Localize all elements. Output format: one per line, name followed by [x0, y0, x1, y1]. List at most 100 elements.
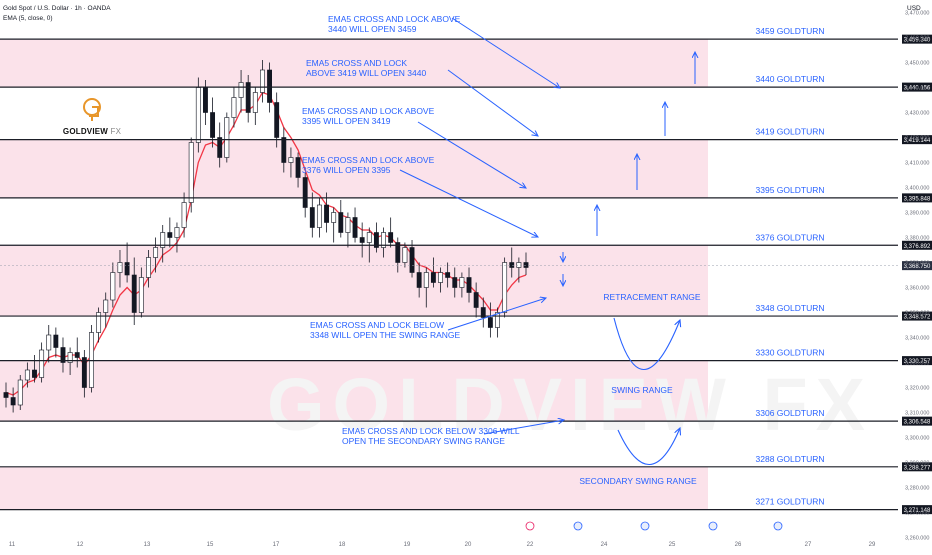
annotation-arrow: [399, 169, 538, 237]
level-label: 3376 GOLDTURN: [756, 232, 825, 242]
range-label: RETRACEMENT RANGE: [603, 292, 700, 302]
candle-body: [24, 369, 30, 381]
time-tick-label: 19: [404, 542, 411, 548]
time-tick-label: 15: [207, 542, 214, 548]
price-tick-label: 3,310.000: [905, 411, 929, 417]
annotation-text: EMA5 CROSS AND LOCK BELOW 3306 WILL: [342, 426, 520, 436]
price-tick-label: 3,350.000: [905, 311, 929, 317]
candle-body: [345, 217, 351, 233]
candles-layer: [3, 60, 529, 413]
level-label: 3419 GOLDTURN: [756, 127, 825, 137]
candle-body: [523, 262, 529, 268]
candle-body: [281, 137, 287, 163]
candle-body: [324, 204, 329, 223]
candle-body: [502, 262, 508, 313]
goldview-logo-icon: [83, 98, 101, 121]
candle-body: [153, 247, 159, 258]
candle-body: [231, 97, 237, 118]
range-zone: [0, 466, 708, 510]
candle-body: [245, 82, 251, 113]
level-label: 3288 GOLDTURN: [756, 454, 825, 464]
annotation-arrow: [451, 17, 560, 88]
candle-body: [381, 232, 386, 248]
candle-body: [224, 117, 230, 158]
current-price-tag: 3,368.750: [904, 264, 931, 270]
candle-body: [53, 334, 59, 348]
price-tick-label: 3,470.000: [905, 11, 929, 17]
time-tick-label: 11: [9, 542, 16, 548]
time-tick-label: 12: [77, 542, 84, 548]
candle-body: [509, 262, 515, 268]
candle-body: [495, 312, 500, 328]
level-label: 3271 GOLDTURN: [756, 497, 825, 507]
candle-body: [10, 397, 16, 406]
candle-body: [438, 272, 443, 283]
price-tick-label: 3,460.000: [905, 36, 929, 42]
time-tick-label: 24: [601, 542, 608, 548]
candle-body: [17, 379, 23, 406]
annotation-text: 3395 WILL OPEN 3419: [302, 116, 391, 126]
candle-body: [316, 204, 322, 228]
candle-body: [423, 272, 429, 288]
candle-body: [110, 272, 116, 301]
candle-body: [3, 392, 9, 398]
annotation-text: 3376 WILL OPEN 3395: [302, 165, 391, 175]
price-tick-label: 3,340.000: [905, 336, 929, 342]
annotation-text: ABOVE 3419 WILL OPEN 3440: [306, 68, 426, 78]
candle-body: [217, 137, 223, 158]
range-zone: [0, 245, 708, 317]
candle-body: [395, 242, 401, 263]
candle-body: [366, 232, 372, 243]
candle-body: [46, 334, 52, 351]
annotation-text: EMA5 CROSS AND LOCK BELOW: [310, 320, 444, 330]
time-tick-label: 17: [273, 542, 280, 548]
candle-body: [459, 277, 465, 288]
annotation-text: EMA5 CROSS AND LOCK ABOVE: [302, 155, 435, 165]
annotation-arrow: [447, 298, 546, 331]
candle-body: [288, 157, 294, 163]
annotation-arrow: [417, 121, 526, 188]
indicator-legend[interactable]: EMA (5, close, 0): [3, 15, 53, 22]
time-tick-label: 25: [669, 542, 676, 548]
candle-body: [124, 262, 130, 276]
price-axis[interactable]: 3,260.000 3,270.000 3,280.000 3,290.000 3,30…: [905, 11, 929, 542]
annotation-text: EMA5 CROSS AND LOCK ABOVE: [302, 106, 435, 116]
zones-layer: [0, 39, 708, 510]
price-tick-label: 3,430.000: [905, 111, 929, 117]
price-tick-label: 3,390.000: [905, 211, 929, 217]
price-tick-label: 3,370.000: [905, 261, 929, 267]
level-label: 3306 GOLDTURN: [756, 408, 825, 418]
candle-body: [331, 212, 337, 223]
level-price-tag-bg: [902, 311, 932, 321]
price-tick-label: 3,450.000: [905, 61, 929, 67]
candle-body: [373, 232, 379, 248]
candle-body: [96, 312, 102, 333]
candle-body: [480, 307, 486, 318]
time-axis[interactable]: 11 12 13 15 17 18 19 20 22 24 25 26 27 29: [9, 542, 876, 548]
range-label: SECONDARY SWING RANGE: [579, 476, 697, 486]
price-tick-label: 3,380.000: [905, 236, 929, 242]
candle-body: [260, 69, 265, 93]
candle-body: [146, 257, 151, 278]
price-tick-label: 3,300.000: [905, 436, 929, 442]
candle-body: [238, 82, 244, 98]
level-price-tag: 3,440.156: [904, 86, 931, 92]
candle-body: [295, 157, 301, 178]
candle-body: [430, 272, 436, 283]
events-layer: [525, 521, 783, 531]
candle-body: [103, 299, 109, 313]
annotation-text: EMA5 CROSS AND LOCK ABOVE: [328, 14, 461, 24]
level-price-tag: 3,271.148: [904, 508, 931, 514]
candle-body: [210, 112, 216, 138]
candle-body: [160, 232, 166, 248]
candle-body: [416, 272, 422, 288]
price-tick-label: 3,280.000: [905, 486, 929, 492]
candle-body: [409, 247, 415, 273]
level-price-tag: 3,395.848: [904, 196, 931, 202]
symbol-title[interactable]: Gold Spot / U.S. Dollar · 1h · OANDA: [3, 5, 111, 12]
annotation-text: 3440 WILL OPEN 3459: [328, 24, 417, 34]
candle-body: [39, 349, 45, 378]
